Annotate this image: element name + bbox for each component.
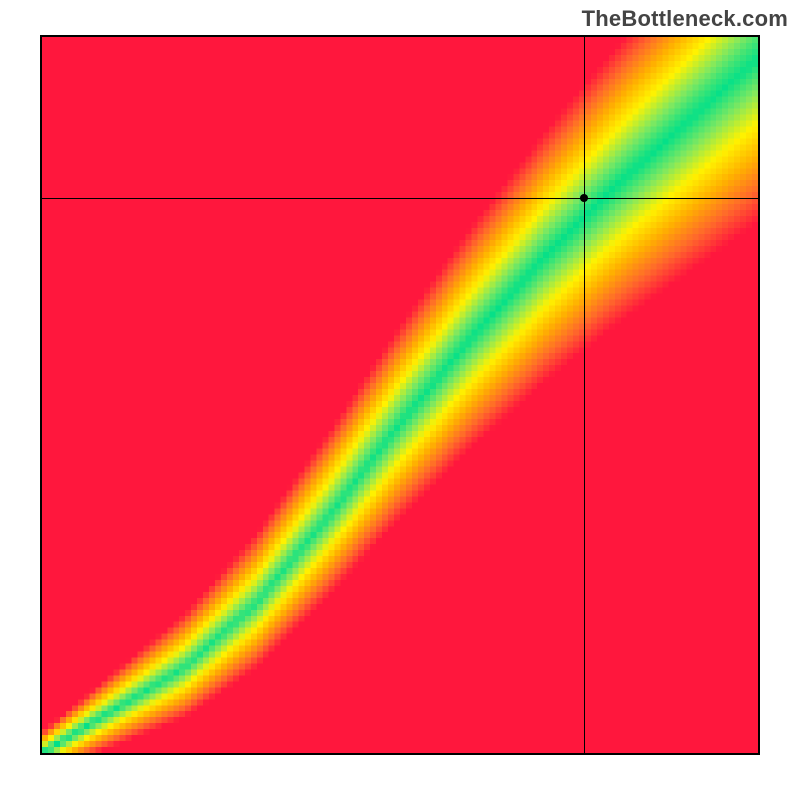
chart-container: TheBottleneck.com bbox=[0, 0, 800, 800]
plot-area bbox=[40, 35, 760, 755]
crosshair-horizontal bbox=[42, 198, 758, 199]
crosshair-vertical bbox=[584, 37, 585, 753]
heatmap-canvas bbox=[42, 37, 758, 753]
watermark-text: TheBottleneck.com bbox=[582, 6, 788, 32]
